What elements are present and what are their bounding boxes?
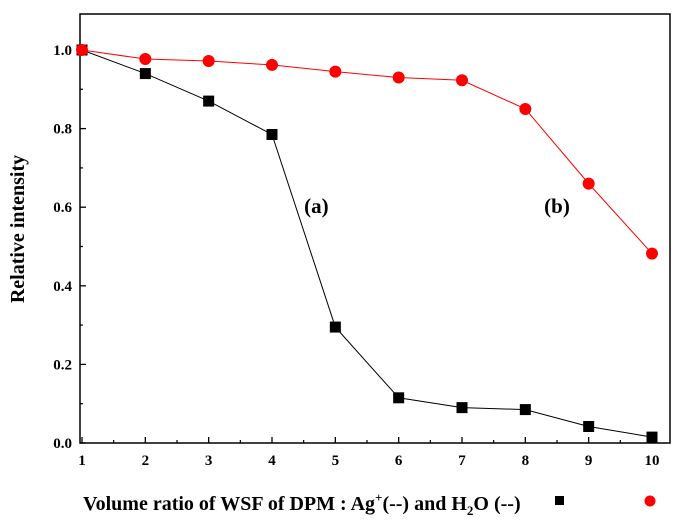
series-0-point bbox=[266, 128, 278, 140]
x-tick-label: 7 bbox=[458, 453, 466, 469]
series-1-point bbox=[456, 74, 468, 87]
x-tick-label: 3 bbox=[205, 453, 213, 469]
x-tick-label: 1 bbox=[78, 453, 86, 469]
legend-square-marker bbox=[555, 496, 564, 505]
series-0-point bbox=[456, 402, 468, 414]
series-1-point bbox=[582, 177, 595, 190]
x-tick-label: 10 bbox=[645, 453, 660, 469]
x-tick-label: 4 bbox=[268, 453, 276, 469]
x-tick-label: 2 bbox=[142, 453, 150, 469]
legend-circle-marker bbox=[644, 495, 656, 507]
y-tick-label: 0.4 bbox=[53, 279, 72, 295]
x-axis-title-end: -) bbox=[507, 493, 520, 515]
series-1-point bbox=[266, 58, 278, 71]
x-axis-title-post-b: O (- bbox=[473, 493, 507, 515]
y-tick-label: 0.6 bbox=[53, 200, 72, 216]
y-tick-label: 0.8 bbox=[53, 122, 72, 138]
y-axis-title: Relative intensity bbox=[7, 155, 29, 303]
x-tick-label: 9 bbox=[585, 453, 593, 469]
series-0-line bbox=[81, 49, 653, 438]
series-1-point bbox=[392, 71, 405, 84]
series-1-point bbox=[646, 247, 658, 260]
annotations: (a) (b) bbox=[304, 194, 570, 218]
series-1-point bbox=[139, 53, 152, 66]
series-0-point bbox=[393, 392, 405, 404]
x-axis-title-prefix: Volume ratio of WSF of DPM : Ag bbox=[83, 493, 375, 515]
series-0-point bbox=[139, 68, 151, 80]
series-1-line bbox=[81, 49, 653, 254]
series-1-point bbox=[202, 55, 215, 68]
y-tick-label: 1.0 bbox=[53, 43, 72, 59]
series-0-point bbox=[519, 404, 531, 416]
series-0-point bbox=[646, 431, 658, 443]
x-tick-label: 5 bbox=[332, 453, 340, 469]
x-axis-title-mid: (- bbox=[382, 493, 395, 515]
y-tick-label: 0.0 bbox=[53, 436, 72, 452]
x-axis-title-sup: + bbox=[375, 490, 382, 505]
x-axis-title: Volume ratio of WSF of DPM : Ag+(--) and… bbox=[83, 490, 521, 518]
series-1-point bbox=[76, 44, 88, 56]
plot-frame bbox=[79, 13, 671, 444]
series-1-point bbox=[329, 65, 342, 78]
series-1-point bbox=[519, 102, 532, 115]
x-tick-label: 8 bbox=[522, 453, 530, 469]
axis-ticks: 1 2 3 4 5 6 7 8 9 10 0.0 0.2 0.4 0.6 0.8 1.0 bbox=[53, 43, 659, 469]
annotation-0: (a) bbox=[304, 194, 329, 218]
series-layer bbox=[76, 44, 658, 443]
x-axis-title-post-a: -) and H bbox=[396, 493, 468, 515]
series-0-point bbox=[583, 420, 595, 432]
x-tick-label: 6 bbox=[395, 453, 403, 469]
annotation-1: (b) bbox=[544, 194, 570, 218]
series-0-point bbox=[203, 95, 215, 107]
series-0-point bbox=[329, 321, 341, 333]
y-tick-label: 0.2 bbox=[53, 357, 72, 373]
x-axis-title-sub: 2 bbox=[467, 503, 474, 518]
